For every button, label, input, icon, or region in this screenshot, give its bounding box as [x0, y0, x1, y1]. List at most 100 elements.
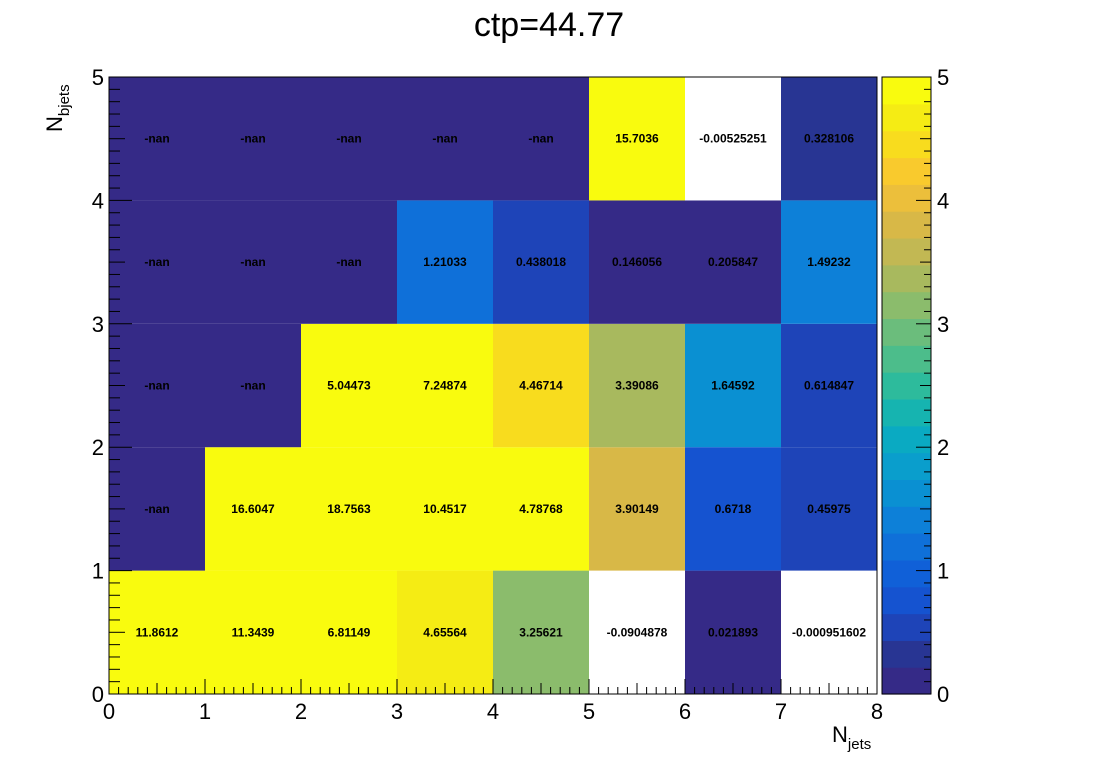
cell-value-label: -0.000951602 — [792, 625, 866, 639]
color-bar-tick-label: 2 — [937, 435, 949, 460]
heatmap-cell — [397, 200, 493, 324]
heatmap-cell — [493, 323, 589, 448]
chart-title: ctp=44.77 — [474, 6, 624, 44]
cell-value-label: -nan — [336, 255, 361, 269]
y-axis-label: Nbjets — [42, 84, 73, 132]
heatmap-cell — [205, 77, 301, 201]
color-bar — [881, 76, 932, 695]
cell-value-label: -nan — [528, 132, 553, 146]
cell-value-label: -nan — [432, 132, 457, 146]
color-bar-tick-label: 0 — [937, 682, 949, 707]
y-tick-label: 2 — [92, 435, 104, 460]
cell-value-label: -nan — [144, 379, 169, 393]
color-bar-tick-label: 4 — [937, 188, 949, 213]
cell-value-label: 3.25621 — [519, 625, 563, 639]
color-bar-band — [882, 291, 931, 320]
y-tick-label: 3 — [92, 312, 104, 337]
cell-value-label: 4.65564 — [423, 625, 467, 639]
color-bar-band — [882, 184, 931, 212]
heatmap-cell — [301, 200, 397, 324]
cell-value-label: -nan — [144, 502, 169, 516]
color-bar-band — [882, 77, 931, 105]
heatmap-cell — [397, 447, 493, 571]
cell-value-label: 0.146056 — [612, 255, 662, 269]
cell-value-label: 1.49232 — [807, 255, 851, 269]
cell-value-label: -0.0904878 — [607, 625, 668, 639]
heatmap-cell — [781, 570, 877, 694]
cell-value-label: 7.24874 — [423, 379, 467, 393]
cell-value-label: 0.45975 — [807, 502, 851, 516]
cell-value-label: 6.81149 — [328, 625, 371, 639]
heatmap-cell — [493, 77, 589, 201]
color-bar-band — [882, 506, 931, 534]
heatmap-cell — [781, 323, 877, 448]
x-tick-label: 2 — [295, 699, 307, 724]
heatmap-cell — [205, 570, 301, 694]
cell-value-label: 3.39086 — [615, 379, 659, 393]
color-bar-tick-label: 1 — [937, 559, 949, 584]
color-bar-band — [882, 613, 931, 641]
y-axis-label-sub: bjets — [56, 84, 73, 116]
heatmap-cell — [301, 570, 397, 694]
cell-value-label: 15.7036 — [615, 132, 659, 146]
cell-value-label: 10.4517 — [423, 502, 467, 516]
color-bar-band — [882, 103, 931, 132]
x-tick-label: 1 — [199, 699, 211, 724]
heatmap-cell — [685, 570, 781, 694]
color-bar-tick-label: 3 — [937, 312, 949, 337]
heatmap-cell — [589, 323, 685, 448]
x-tick-label: 3 — [391, 699, 403, 724]
color-bar-band — [882, 667, 931, 695]
cell-value-label: 0.438018 — [516, 255, 566, 269]
color-bar-band — [882, 559, 931, 588]
color-bar-band — [882, 425, 931, 454]
cell-value-label: 0.614847 — [804, 379, 854, 393]
x-tick-label: 0 — [103, 699, 115, 724]
heatmap-cell — [301, 447, 397, 571]
cell-value-label: -nan — [144, 255, 169, 269]
color-bar-band — [882, 157, 931, 185]
y-tick-label: 5 — [92, 65, 104, 90]
heatmap-cell — [397, 323, 493, 448]
cell-labels: 11.8612 11.3439 6.81149 4.65564 3.25621 -0.09… — [136, 132, 867, 640]
color-bar-band — [882, 318, 931, 346]
color-bar-band — [882, 479, 931, 507]
x-axis-label-main: N — [832, 722, 848, 747]
heatmap-cell — [205, 200, 301, 324]
heatmap-cell — [301, 323, 397, 448]
cell-value-label: -nan — [144, 132, 169, 146]
x-axis: 0 1 2 3 4 5 6 7 8 — [103, 679, 883, 724]
cell-value-label: 16.6047 — [231, 502, 275, 516]
color-bar-band — [882, 130, 931, 159]
heatmap-cell — [493, 570, 589, 694]
cell-value-label: 3.90149 — [615, 502, 659, 516]
color-bar-tick-label: 5 — [937, 65, 949, 90]
heatmap-cell — [685, 323, 781, 448]
heatmap-cell — [685, 200, 781, 324]
color-bar-band — [882, 640, 931, 668]
x-tick-label: 4 — [487, 699, 499, 724]
x-tick-label: 8 — [871, 699, 883, 724]
y-tick-label: 0 — [92, 682, 104, 707]
cell-value-label: 5.04473 — [327, 379, 371, 393]
x-tick-label: 6 — [679, 699, 691, 724]
heatmap-cell — [589, 77, 685, 201]
heatmap-cell — [589, 200, 685, 324]
heatmap-cell — [589, 447, 685, 571]
heatmap-cell — [493, 447, 589, 571]
cell-value-label: 1.64592 — [711, 379, 755, 393]
color-bar-band — [882, 264, 931, 293]
cell-value-label: -nan — [336, 132, 361, 146]
heatmap-cell — [205, 323, 301, 448]
x-axis-label-sub: jets — [847, 736, 871, 753]
cell-value-label: 18.7563 — [327, 502, 371, 516]
heatmap-cell — [685, 447, 781, 571]
cell-value-label: 1.21033 — [423, 255, 467, 269]
cell-value-label: -0.00525251 — [699, 132, 767, 146]
heatmap-cell — [205, 447, 301, 571]
heatmap-cell — [685, 77, 781, 201]
heatmap-cell — [781, 77, 877, 201]
color-bar-band — [882, 452, 931, 480]
cell-value-label: 0.328106 — [804, 132, 854, 146]
color-bar-band — [882, 586, 931, 615]
